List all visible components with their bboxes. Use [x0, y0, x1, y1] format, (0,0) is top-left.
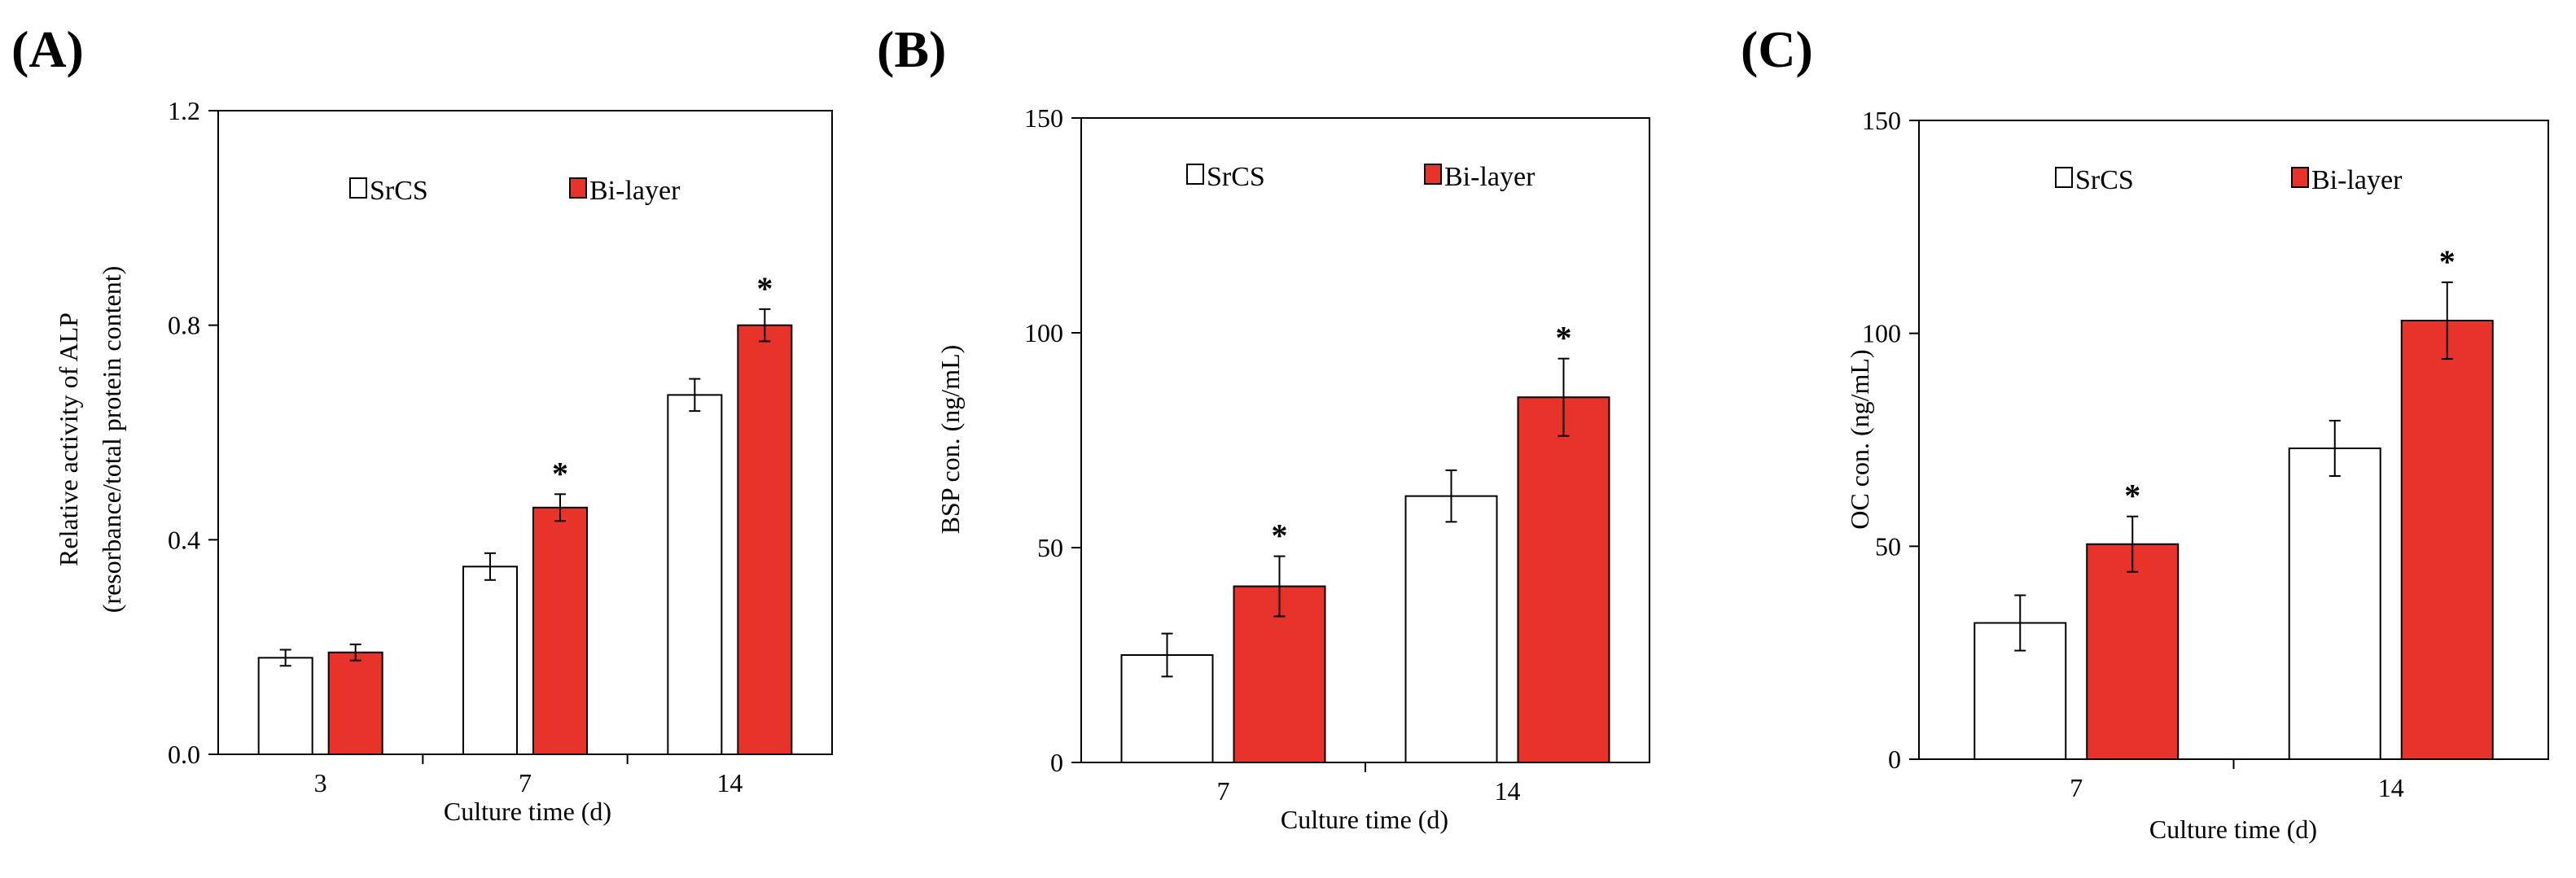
bar-srcs-day14 [1404, 495, 1498, 763]
legend-swatch-2 [1424, 164, 1442, 185]
legend-label-2: Bi-layer [2311, 165, 2403, 195]
y-axis-label: Relative activity of ALP [54, 312, 83, 566]
y-tick-label: 0.8 [168, 311, 200, 340]
panel-letter: (B) [877, 20, 946, 78]
x-tick-label: 7 [1217, 776, 1230, 806]
significance-star: * [2439, 243, 2456, 280]
y-axis-label: (resorbance/total protein content) [97, 266, 126, 613]
legend-swatch-1 [349, 177, 367, 199]
x-tick-label: 14 [1495, 776, 1521, 806]
legend-swatch-2 [569, 177, 587, 199]
x-tick-label: 7 [519, 768, 532, 797]
y-tick-label: 100 [1024, 318, 1063, 347]
legend-label-2: Bi-layer [1444, 162, 1536, 192]
y-tick-label: 50 [1037, 533, 1063, 562]
y-tick-label: 0.4 [168, 525, 200, 554]
legend-label-1: SrCS [2075, 165, 2134, 195]
bar-bilayer-day7 [2086, 543, 2180, 760]
y-axis-label: OC con. (ng/mL) [1845, 349, 1874, 529]
chart-panel-1: (A) 0.0 0.4 0.8 1.2 3 7 * 14 * SrCS Bi-layer Culture… [11, 20, 833, 826]
significance-star: * [2124, 478, 2140, 514]
y-tick-label: 0.0 [168, 740, 200, 769]
chart-panel-2: (B) 0 50 100 150 7 * 14 * SrCS Bi-layer Culture tim… [877, 20, 1650, 834]
panel-letter: (A) [11, 20, 84, 78]
x-axis-label: Culture time (d) [2149, 815, 2317, 844]
y-tick-label: 100 [1862, 319, 1901, 348]
bar-bilayer-day7 [532, 506, 588, 755]
significance-star: * [1556, 320, 1572, 356]
x-axis-label: Culture time (d) [1281, 805, 1448, 834]
y-tick-label: 150 [1024, 103, 1063, 133]
significance-star: * [1272, 518, 1288, 554]
significance-star: * [756, 270, 773, 307]
x-tick-label: 14 [716, 768, 743, 797]
significance-star: * [552, 455, 568, 491]
panel-letter: (C) [1741, 20, 1813, 78]
y-tick-label: 150 [1862, 106, 1901, 135]
y-tick-label: 1.2 [168, 96, 200, 125]
y-axis-label: BSP con. (ng/mL) [935, 345, 965, 535]
y-tick-label: 50 [1875, 531, 1901, 561]
bar-srcs-day14 [667, 394, 723, 755]
bar-bilayer-day14 [1517, 396, 1610, 763]
plot-area-frame [217, 110, 833, 755]
x-tick-label: 14 [2378, 773, 2404, 802]
legend-label-2: Bi-layer [589, 176, 681, 206]
legend-swatch-2 [2291, 167, 2309, 188]
chart-panel-3: (C) 0 50 100 150 7 * 14 * SrCS Bi-layer Culture tim… [1741, 20, 2549, 844]
bar-srcs-day14 [2288, 447, 2381, 760]
bar-bilayer-day3 [327, 651, 383, 756]
bar-bilayer-day14 [2400, 319, 2494, 760]
y-tick-label: 0 [1050, 748, 1063, 777]
legend-label-1: SrCS [370, 176, 428, 206]
x-tick-label: 3 [314, 768, 327, 797]
y-tick-label: 0 [1888, 745, 1901, 774]
legend-swatch-1 [1186, 164, 1204, 185]
bar-srcs-day3 [257, 657, 313, 755]
legend-swatch-1 [2055, 167, 2073, 188]
bar-srcs-day7 [462, 566, 518, 756]
x-axis-label: Culture time (d) [444, 797, 611, 826]
legend-label-1: SrCS [1207, 162, 1265, 192]
x-tick-label: 7 [2070, 773, 2083, 802]
bar-bilayer-day14 [737, 324, 793, 755]
